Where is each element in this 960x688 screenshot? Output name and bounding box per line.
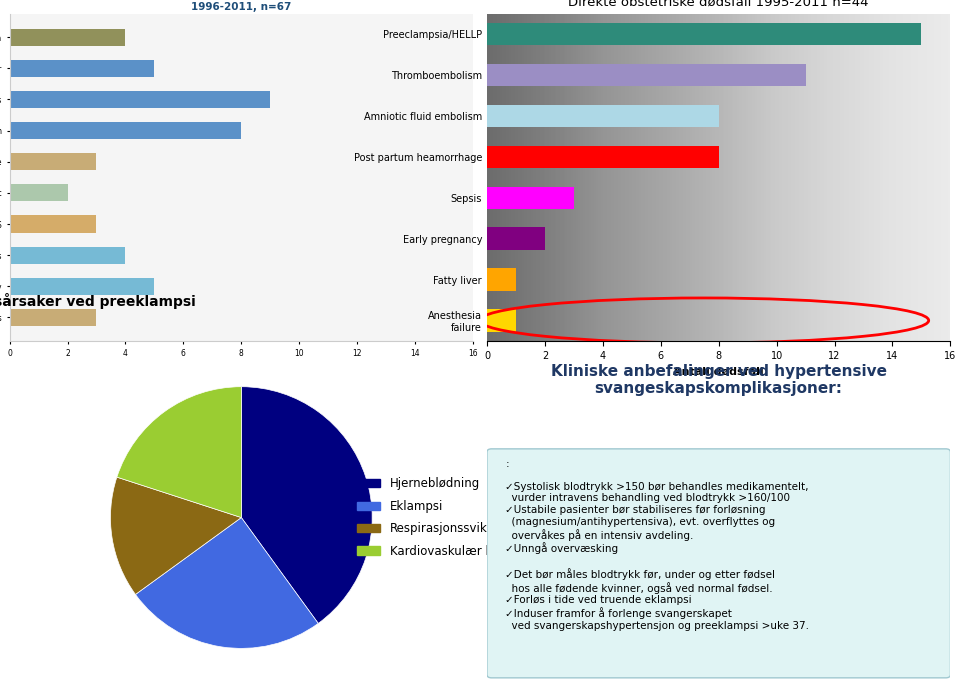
Text: :

✓Systolisk blodtrykk >150 bør behandles medikamentelt,
  vurder intravens beh: : ✓Systolisk blodtrykk >150 bør behandle… (506, 459, 809, 631)
Bar (487, 64, 805, 86)
FancyBboxPatch shape (487, 449, 950, 678)
Wedge shape (241, 387, 372, 623)
Title: Direkte obstetriske dødsfall 1995-2011 n=44: Direkte obstetriske dødsfall 1995-2011 n… (568, 0, 869, 8)
Wedge shape (110, 477, 241, 594)
Bar (10, 122, 241, 139)
Bar (487, 23, 922, 45)
Wedge shape (117, 387, 241, 517)
Bar (487, 268, 516, 291)
Bar (10, 184, 67, 202)
Bar (487, 105, 719, 127)
Bar (10, 91, 271, 108)
Bar (10, 60, 155, 77)
Bar (487, 228, 545, 250)
Text: Kliniske anbefalinger ved hypertensive
svangeskapskomplikasjoner:: Kliniske anbefalinger ved hypertensive s… (551, 364, 887, 396)
Bar (487, 146, 719, 168)
Bar (10, 29, 126, 46)
Title: Dødsårsaker obstetrisiske dødsfall
1996-2011, n=67: Dødsårsaker obstetrisiske dødsfall 1996-… (139, 0, 344, 12)
Wedge shape (135, 517, 318, 648)
Legend: Hjerneblødning, Eklampsi, Respirasjonssvikt, Kardiovaskulær kollaps: Hjerneblødning, Eklampsi, Respirasjonssv… (352, 473, 531, 563)
Bar (10, 278, 155, 295)
Bar (10, 246, 126, 264)
Bar (10, 215, 97, 233)
Bar (10, 309, 97, 326)
Text: Dødsårsaker ved preeklampsi: Dødsårsaker ved preeklampsi (0, 293, 196, 310)
X-axis label: Antall dødsfall: Antall dødsfall (673, 366, 764, 376)
Bar (10, 153, 97, 171)
Bar (487, 309, 516, 332)
Bar (487, 186, 574, 209)
